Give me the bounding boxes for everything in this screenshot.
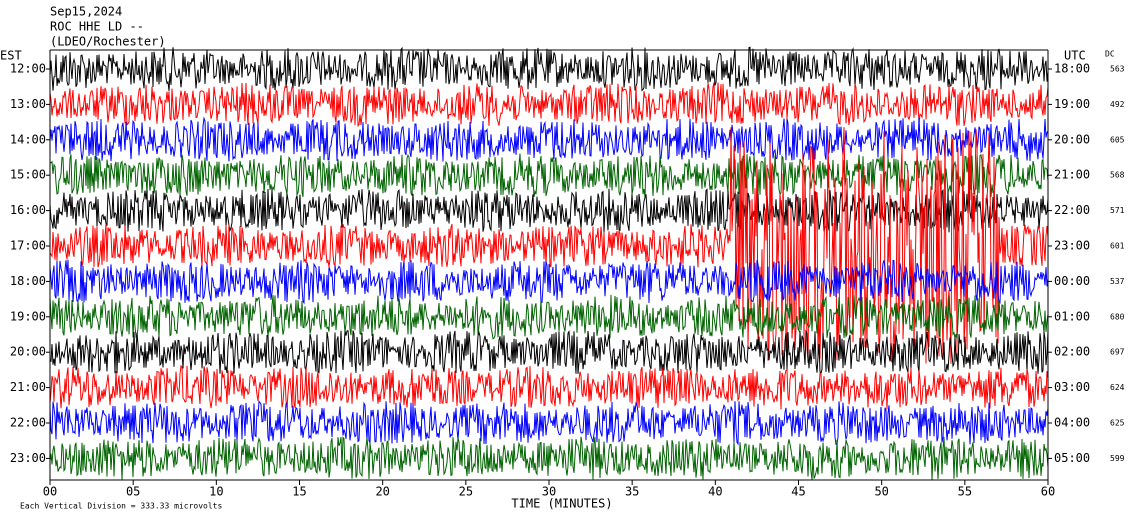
utc-label: 20:00 — [1054, 132, 1090, 146]
trace — [49, 116, 1049, 162]
trace — [49, 127, 1049, 364]
dc-label: DC — [1105, 50, 1115, 59]
utc-label: 03:00 — [1054, 380, 1090, 394]
est-label: 23:00 — [10, 451, 46, 465]
x-tick-label: 20 — [375, 485, 389, 499]
x-axis-label: TIME (MINUTES) — [511, 497, 612, 511]
x-tick-label: 35 — [625, 485, 639, 499]
dc-value: 625 — [1110, 419, 1125, 428]
trace — [49, 400, 1049, 446]
est-label: 18:00 — [10, 274, 46, 288]
utc-label: 23:00 — [1054, 239, 1090, 253]
left-axis-label: EST — [0, 49, 22, 63]
utc-label: 01:00 — [1054, 309, 1090, 323]
trace — [49, 82, 1049, 128]
x-tick-label: 30 — [542, 485, 556, 499]
dc-value: 601 — [1110, 242, 1125, 251]
station: ROC HHE LD -- — [50, 20, 144, 34]
dc-value: 697 — [1110, 348, 1125, 357]
trace — [49, 436, 1049, 481]
dc-value: 492 — [1110, 100, 1125, 109]
est-label: 21:00 — [10, 380, 46, 394]
trace — [49, 259, 1049, 305]
est-label: 14:00 — [10, 132, 46, 146]
x-tick-label: 55 — [958, 485, 972, 499]
utc-label: 04:00 — [1054, 416, 1090, 430]
trace — [49, 294, 1049, 340]
utc-label: 22:00 — [1054, 203, 1090, 217]
right-axis-label: UTC — [1064, 49, 1086, 63]
dc-value: 568 — [1110, 171, 1125, 180]
utc-label: 18:00 — [1054, 62, 1090, 76]
trace — [49, 153, 1049, 198]
date: Sep15,2024 — [50, 5, 122, 19]
dc-value: 605 — [1110, 135, 1125, 144]
est-label: 17:00 — [10, 239, 46, 253]
x-tick-label: 60 — [1041, 485, 1055, 499]
network: (LDEO/Rochester) — [50, 35, 166, 49]
x-tick-label: 45 — [791, 485, 805, 499]
dc-value: 571 — [1110, 206, 1125, 215]
est-label: 13:00 — [10, 97, 46, 111]
utc-label: 21:00 — [1054, 168, 1090, 182]
dc-value: 563 — [1110, 65, 1125, 74]
dc-value: 537 — [1110, 277, 1125, 286]
utc-label: 05:00 — [1054, 451, 1090, 465]
x-tick-label: 10 — [209, 485, 223, 499]
est-label: 16:00 — [10, 203, 46, 217]
est-label: 20:00 — [10, 345, 46, 359]
x-tick-label: 15 — [292, 485, 306, 499]
trace — [49, 329, 1049, 375]
dc-value: 680 — [1110, 312, 1125, 321]
x-tick-label: 50 — [874, 485, 888, 499]
utc-label: 00:00 — [1054, 274, 1090, 288]
est-label: 15:00 — [10, 168, 46, 182]
x-tick-label: 25 — [459, 485, 473, 499]
x-tick-label: 05 — [126, 485, 140, 499]
x-tick-label: 40 — [708, 485, 722, 499]
est-label: 22:00 — [10, 416, 46, 430]
note: Each Vertical Division = 333.33 microvol… — [20, 502, 222, 511]
est-label: 19:00 — [10, 309, 46, 323]
x-tick-label: 00 — [43, 485, 57, 499]
trace — [49, 364, 1049, 410]
est-label: 12:00 — [10, 62, 46, 76]
dc-value: 599 — [1110, 454, 1125, 463]
utc-label: 19:00 — [1054, 97, 1090, 111]
utc-label: 02:00 — [1054, 345, 1090, 359]
dc-value: 624 — [1110, 383, 1125, 392]
